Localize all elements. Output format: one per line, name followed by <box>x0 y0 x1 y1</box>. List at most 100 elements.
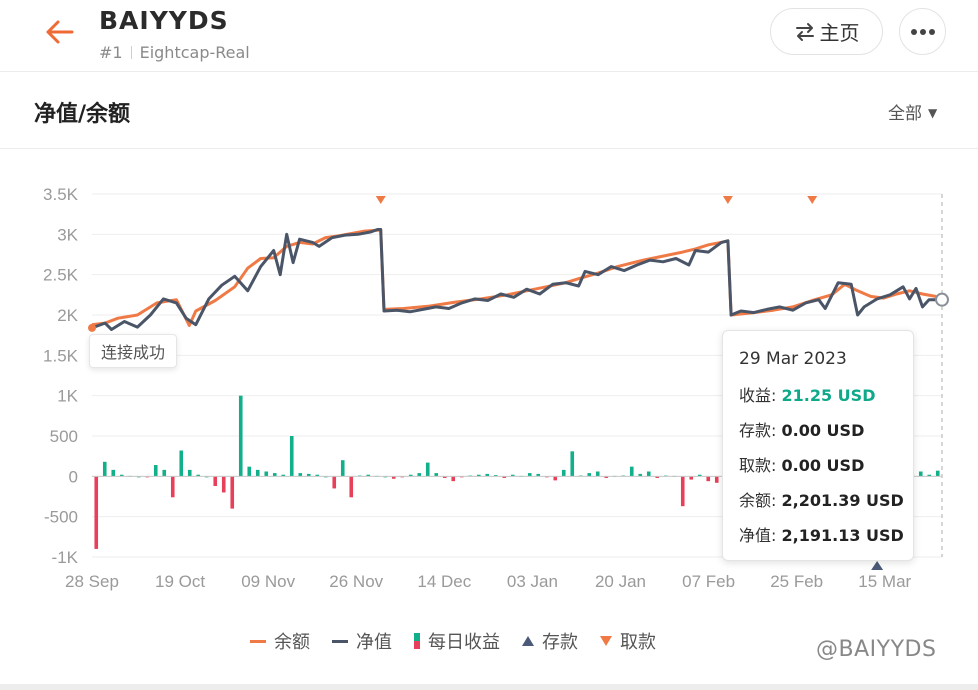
home-button[interactable]: 主页 <box>770 8 883 55</box>
y-tick-label: 500 <box>50 427 78 446</box>
daily-profit-bar <box>570 451 575 477</box>
daily-profit-bar <box>408 474 413 477</box>
x-tick-label: 07 Feb <box>682 572 735 591</box>
tooltip-deposit: 存款: 0.00 USD <box>739 421 865 440</box>
tooltip-equity-value: 2,191.13 USD <box>781 526 904 545</box>
balance-line <box>91 228 943 327</box>
balance-swatch <box>250 639 266 643</box>
legend-equity-label: 净值 <box>356 632 392 653</box>
daily-profit-bar <box>179 450 184 477</box>
x-tick-label: 20 Jan <box>595 572 646 591</box>
x-tick-label: 26 Nov <box>329 572 383 591</box>
daily-profit-bar <box>714 476 719 483</box>
range-dropdown-label: 全部 <box>888 104 922 124</box>
tooltip-balance: 余额: 2,201.39 USD <box>739 491 904 510</box>
daily-profit-bar <box>272 473 277 477</box>
daily-profit-bar <box>238 395 243 477</box>
daily-profit-bar <box>485 473 490 477</box>
daily-profit-bar <box>646 471 651 477</box>
x-tick-label: 25 Feb <box>770 572 823 591</box>
more-button[interactable] <box>899 8 946 55</box>
equity-balance-chart[interactable]: 3.5K 3K 2.5K 2K 1.5K 1K 500 0 -500 -1K 28 Sep 19 Oc… <box>0 150 978 620</box>
daily-profit-bar <box>493 475 498 477</box>
daily-profit-bar <box>527 473 532 477</box>
bar-swatch <box>414 633 420 649</box>
section-title: 净值/余额 <box>34 102 131 127</box>
daily-profit-bar <box>281 474 286 477</box>
legend-deposit-label: 存款 <box>542 632 578 653</box>
arrow-left-icon <box>46 20 74 44</box>
tooltip-profit-label: 收益 <box>739 386 772 405</box>
withdraw-marker <box>807 196 818 204</box>
daily-profit-bar <box>706 476 711 482</box>
x-tick-label: 09 Nov <box>241 572 295 591</box>
daily-profit-bar <box>417 473 422 477</box>
x-tick-label: 28 Sep <box>65 572 119 591</box>
bottom-bar <box>0 684 978 690</box>
daily-profit-bar <box>680 476 685 507</box>
start-point <box>88 323 96 332</box>
range-dropdown[interactable]: 全部 ▼ <box>888 99 937 124</box>
daily-profit-bar <box>94 476 99 549</box>
daily-profit-bar <box>595 471 600 477</box>
daily-profit-bar <box>340 460 345 477</box>
account-rank: #1 <box>99 43 123 62</box>
daily-profit-bar <box>102 461 107 477</box>
triangle-up-icon <box>522 636 534 646</box>
daily-profit-bar <box>264 471 269 477</box>
page-header: BAIYYDS #1 Eightcap-Real 主页 <box>0 0 978 72</box>
x-tick-label: 03 Jan <box>507 572 558 591</box>
daily-profit-bar <box>391 476 396 479</box>
daily-profit-bar <box>553 476 558 481</box>
daily-profit-bar <box>213 476 218 487</box>
daily-profit-bar <box>366 474 371 477</box>
daily-profit-bar <box>536 473 541 477</box>
legend-balance-label: 余额 <box>274 632 310 653</box>
daily-profit-bar <box>349 476 354 498</box>
triangle-down-icon <box>600 636 612 646</box>
equity-swatch <box>332 639 348 643</box>
deposit-marker <box>871 561 884 570</box>
daily-profit-bar <box>689 476 694 480</box>
daily-profit-bar <box>561 469 566 477</box>
daily-profit-bar <box>111 469 116 477</box>
hover-point <box>935 292 949 307</box>
daily-profit-bar <box>221 476 226 493</box>
daily-profit-bar <box>332 476 337 489</box>
caret-down-icon: ▼ <box>928 106 938 120</box>
legend-daily-profit[interactable]: 每日收益 <box>414 628 500 654</box>
y-tick-label: 3K <box>57 225 78 244</box>
daily-profit-bar <box>162 469 167 477</box>
daily-profit-bar <box>187 469 192 477</box>
daily-profit-bar <box>918 471 923 477</box>
legend-balance[interactable]: 余额 <box>250 628 310 654</box>
daily-profit-bar <box>306 473 311 477</box>
daily-profit-bar <box>119 474 124 477</box>
daily-profit-bar <box>230 476 235 509</box>
daily-profit-bar <box>196 474 201 477</box>
legend-withdraw-label: 取款 <box>620 632 656 653</box>
y-tick-label: -500 <box>44 508 78 527</box>
daily-profit-bar <box>170 476 175 498</box>
back-button[interactable] <box>40 14 80 50</box>
daily-profit-bar <box>255 469 260 477</box>
legend-deposit[interactable]: 存款 <box>522 628 578 654</box>
tooltip-profit-value: 21.25 USD <box>781 386 876 405</box>
account-subtitle: #1 Eightcap-Real <box>99 43 250 62</box>
tooltip-profit: 收益: 21.25 USD <box>739 386 876 405</box>
x-tick-label: 15 Mar <box>858 572 911 591</box>
withdraw-marker <box>375 196 386 204</box>
y-tick-label: -1K <box>52 548 79 567</box>
daily-profit-bar <box>655 476 660 478</box>
legend-equity[interactable]: 净值 <box>332 628 392 654</box>
daily-profit-bar <box>629 466 634 477</box>
more-dots-icon <box>910 28 935 35</box>
tooltip-deposit-value: 0.00 USD <box>781 421 865 440</box>
daily-profit-bar <box>434 473 439 477</box>
account-title: BAIYYDS <box>99 6 229 35</box>
tooltip-balance-value: 2,201.39 USD <box>781 491 904 510</box>
daily-profit-bar <box>502 476 507 478</box>
legend-withdraw[interactable]: 取款 <box>600 628 656 654</box>
legend-daily-label: 每日收益 <box>428 632 500 653</box>
